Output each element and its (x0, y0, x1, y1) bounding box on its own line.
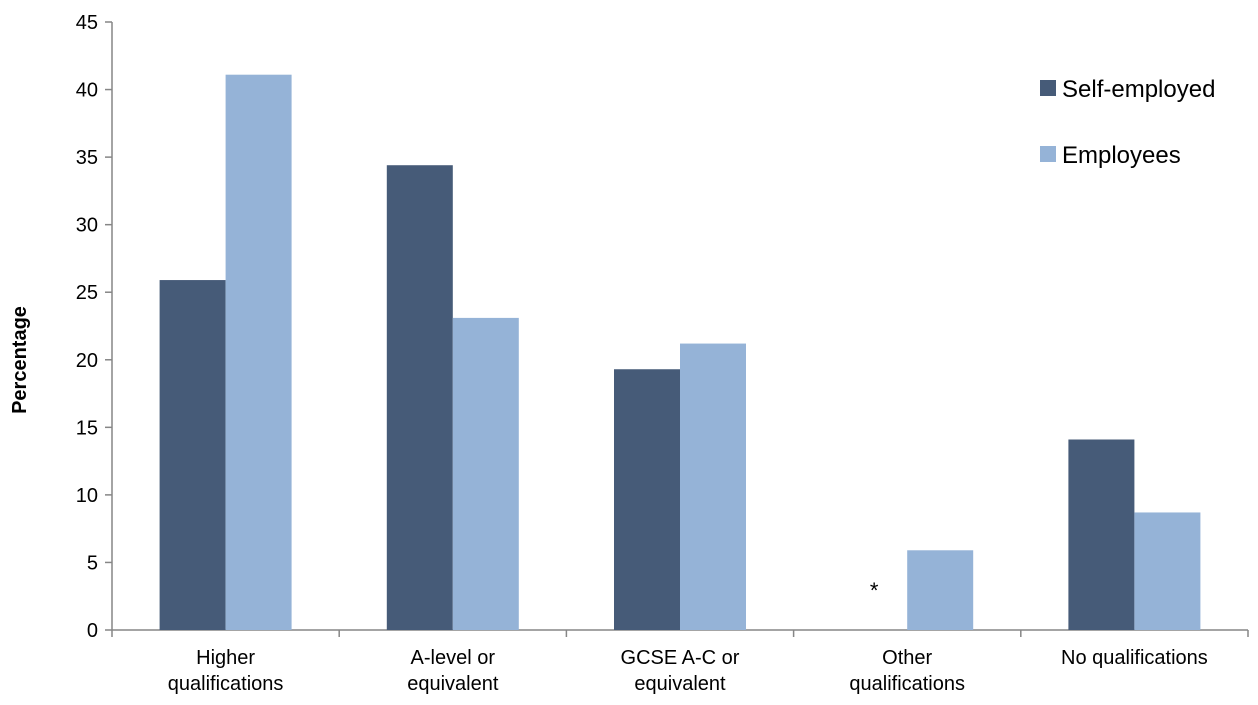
category-label: Other qualifications (849, 647, 965, 695)
annotation-asterisk: * (870, 578, 879, 603)
y-tick-label: 35 (76, 147, 98, 169)
y-tick-label: 45 (76, 12, 98, 34)
legend-label-self-employed: Self-employed (1062, 76, 1215, 103)
x-axis (111, 629, 1249, 637)
annotations: * (870, 578, 879, 603)
legend-label-employees: Employees (1062, 142, 1181, 169)
bar-employees-2 (680, 343, 746, 630)
y-tick-label: 30 (76, 215, 98, 237)
bar-employees-4 (1134, 512, 1201, 630)
y-tick-label: 40 (76, 80, 98, 102)
category-label: No qualifications (1061, 647, 1208, 669)
legend-swatch-self-employed (1040, 80, 1056, 96)
y-tick-label: 15 (76, 417, 98, 439)
legend: Self-employed Employees (1040, 76, 1215, 169)
category-label: GCSE A-C or equivalent (621, 647, 740, 695)
bar-employees-1 (452, 317, 519, 630)
bar-self-employed-4 (1068, 439, 1135, 630)
category-labels: Higher qualifications A-level or equivalent… (168, 647, 1208, 695)
y-axis-label: Percentage (9, 306, 31, 414)
legend-swatch-employees (1040, 146, 1056, 162)
bar-employees-3 (907, 550, 974, 630)
y-tick-label: 20 (76, 350, 98, 372)
y-tick-label: 5 (87, 552, 98, 574)
y-tick-label: 10 (76, 485, 98, 507)
y-axis: 0 5 10 15 20 25 30 35 40 45 (76, 12, 113, 642)
y-tick-label: 0 (87, 620, 98, 642)
category-label: A-level or equivalent (407, 647, 499, 695)
bar-self-employed-0 (159, 280, 226, 630)
bar-self-employed-2 (614, 369, 680, 630)
category-label: Higher qualifications (168, 647, 284, 695)
bar-self-employed-1 (386, 165, 453, 630)
bars (159, 74, 1201, 630)
bar-employees-0 (225, 74, 292, 630)
y-tick-label: 25 (76, 282, 98, 304)
